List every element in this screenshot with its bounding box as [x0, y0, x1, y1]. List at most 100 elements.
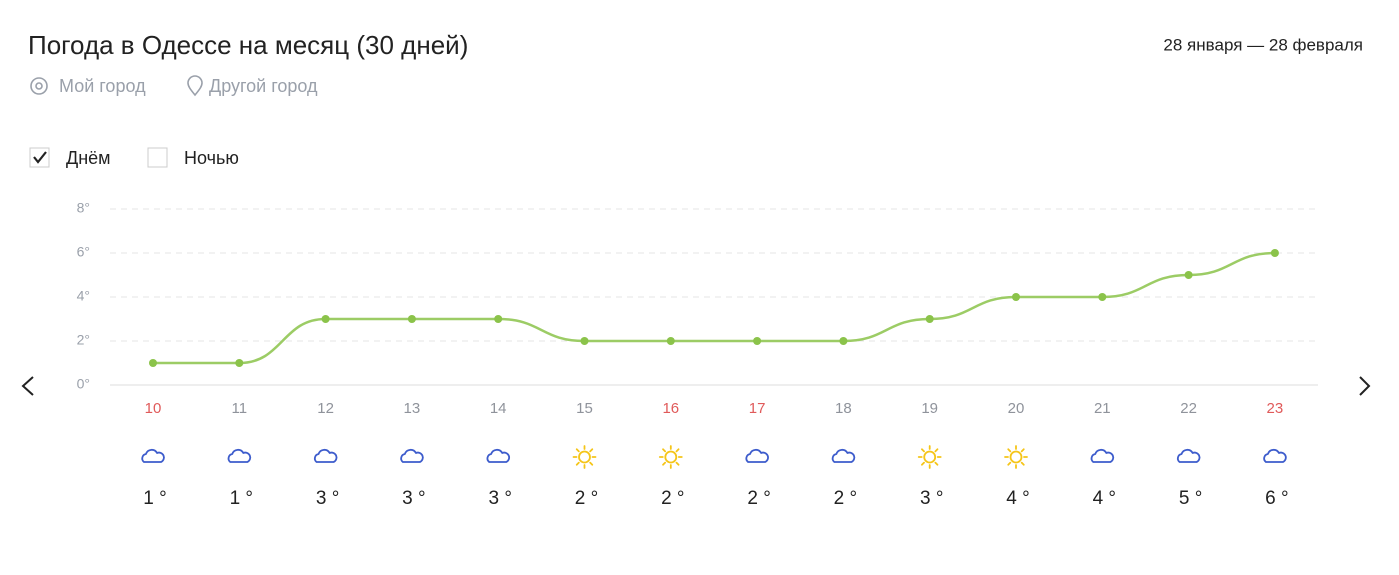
- sun-ray: [662, 448, 667, 453]
- cloud-icon: [486, 448, 510, 463]
- sun-core: [578, 450, 591, 464]
- value-label: 3 °: [316, 488, 339, 509]
- cloud-shape: [313, 448, 338, 463]
- x-tick-label: 22: [1180, 400, 1197, 417]
- point: [753, 337, 762, 345]
- sun-ray: [575, 461, 580, 466]
- value-label: 2 °: [834, 488, 857, 509]
- x-tick-label: 15: [576, 400, 593, 417]
- point: [1270, 249, 1279, 257]
- value-label: 2 °: [575, 488, 598, 509]
- x-tick-label: 16: [662, 400, 679, 417]
- point: [580, 337, 589, 345]
- checkbox[interactable]: [29, 147, 50, 168]
- value-label: 3 °: [488, 488, 511, 509]
- point: [1184, 271, 1193, 279]
- y-tick-label: 8°: [77, 200, 90, 216]
- point: [407, 315, 416, 323]
- cloud-icon: [1263, 448, 1287, 463]
- pin-icon[interactable]: [187, 75, 203, 97]
- option-label[interactable]: Ночью: [184, 148, 239, 168]
- sun-icon: [1004, 445, 1028, 469]
- x-tick-label: 19: [921, 400, 938, 417]
- sun-ray: [675, 461, 680, 466]
- value-label: 1 °: [143, 488, 166, 509]
- sun-core: [664, 450, 678, 464]
- value-label: 3 °: [402, 488, 425, 509]
- sun-ray: [589, 461, 594, 466]
- link[interactable]: Мой город: [59, 76, 146, 96]
- sun-ray: [589, 448, 594, 453]
- cloud-shape: [1090, 448, 1115, 463]
- cloud-shape: [486, 448, 510, 463]
- x-tick-label: 21: [1094, 400, 1111, 417]
- cloud-shape: [400, 448, 424, 463]
- cloud-icon: [1090, 448, 1115, 463]
- option-label[interactable]: Днём: [66, 148, 111, 168]
- sun-ray: [1020, 448, 1025, 453]
- period: 28 января — 28 февраля: [1163, 35, 1363, 54]
- point: [494, 315, 503, 323]
- prev-arrow[interactable]: [21, 376, 34, 396]
- sun-icon: [658, 445, 683, 469]
- sun-ray: [934, 448, 939, 453]
- sun-core: [1009, 450, 1023, 464]
- point: [666, 337, 675, 345]
- cloud-icon: [313, 448, 338, 463]
- point: [1012, 293, 1020, 301]
- sun-ray: [921, 448, 925, 453]
- title: Погода в Одессе на месяц (30 дней): [28, 30, 468, 60]
- cloud-icon: [141, 448, 165, 463]
- point: [839, 337, 848, 345]
- x-tick-label: 12: [317, 400, 334, 417]
- x-tick-label: 20: [1008, 400, 1025, 417]
- sun-icon: [917, 445, 942, 469]
- x-tick-label: 14: [490, 400, 507, 417]
- x-tick-label: 18: [835, 400, 852, 417]
- value-label: 2 °: [747, 488, 770, 509]
- value-label: 4 °: [1093, 488, 1116, 509]
- value-label: 1 °: [230, 488, 253, 509]
- x-tick-label: 23: [1267, 400, 1284, 417]
- value-label: 3 °: [920, 488, 943, 509]
- cloud-icon: [400, 448, 424, 463]
- cloud-shape: [141, 448, 165, 463]
- sun-ray: [934, 461, 939, 466]
- checkbox[interactable]: [147, 147, 168, 168]
- sun-ray: [675, 448, 680, 453]
- sun-core: [923, 450, 937, 464]
- sun-ray: [1020, 461, 1025, 466]
- sun-ray: [921, 461, 925, 466]
- cloud-icon: [1176, 448, 1201, 463]
- next-arrow[interactable]: [1359, 376, 1371, 396]
- value-label: 6 °: [1265, 488, 1288, 509]
- sun-icon: [572, 445, 597, 469]
- point: [321, 315, 330, 323]
- cloud-shape: [1176, 448, 1201, 463]
- sun-ray: [1007, 461, 1012, 466]
- value-label: 5 °: [1179, 488, 1202, 509]
- cloud-shape: [745, 448, 769, 463]
- point: [235, 359, 244, 367]
- x-tick-label: 10: [145, 400, 162, 417]
- checkmark: [33, 151, 47, 164]
- x-tick-label: 17: [749, 400, 766, 417]
- point: [149, 359, 157, 367]
- point: [1098, 293, 1107, 301]
- value-label: 4 °: [1006, 488, 1029, 509]
- y-tick-label: 4°: [77, 288, 90, 304]
- cloud-icon: [831, 448, 856, 463]
- link[interactable]: Другой город: [209, 76, 318, 96]
- cloud-icon: [745, 448, 769, 463]
- x-tick-label: 13: [404, 400, 421, 417]
- sun-ray: [1007, 448, 1012, 453]
- gear-icon[interactable]: [30, 77, 48, 95]
- sun-ray: [575, 448, 580, 453]
- y-tick-label: 2°: [77, 332, 90, 348]
- x-tick-label: 11: [232, 400, 248, 417]
- cloud-shape: [227, 448, 252, 463]
- cloud-shape: [831, 448, 856, 463]
- temperature-line: [152, 251, 1275, 365]
